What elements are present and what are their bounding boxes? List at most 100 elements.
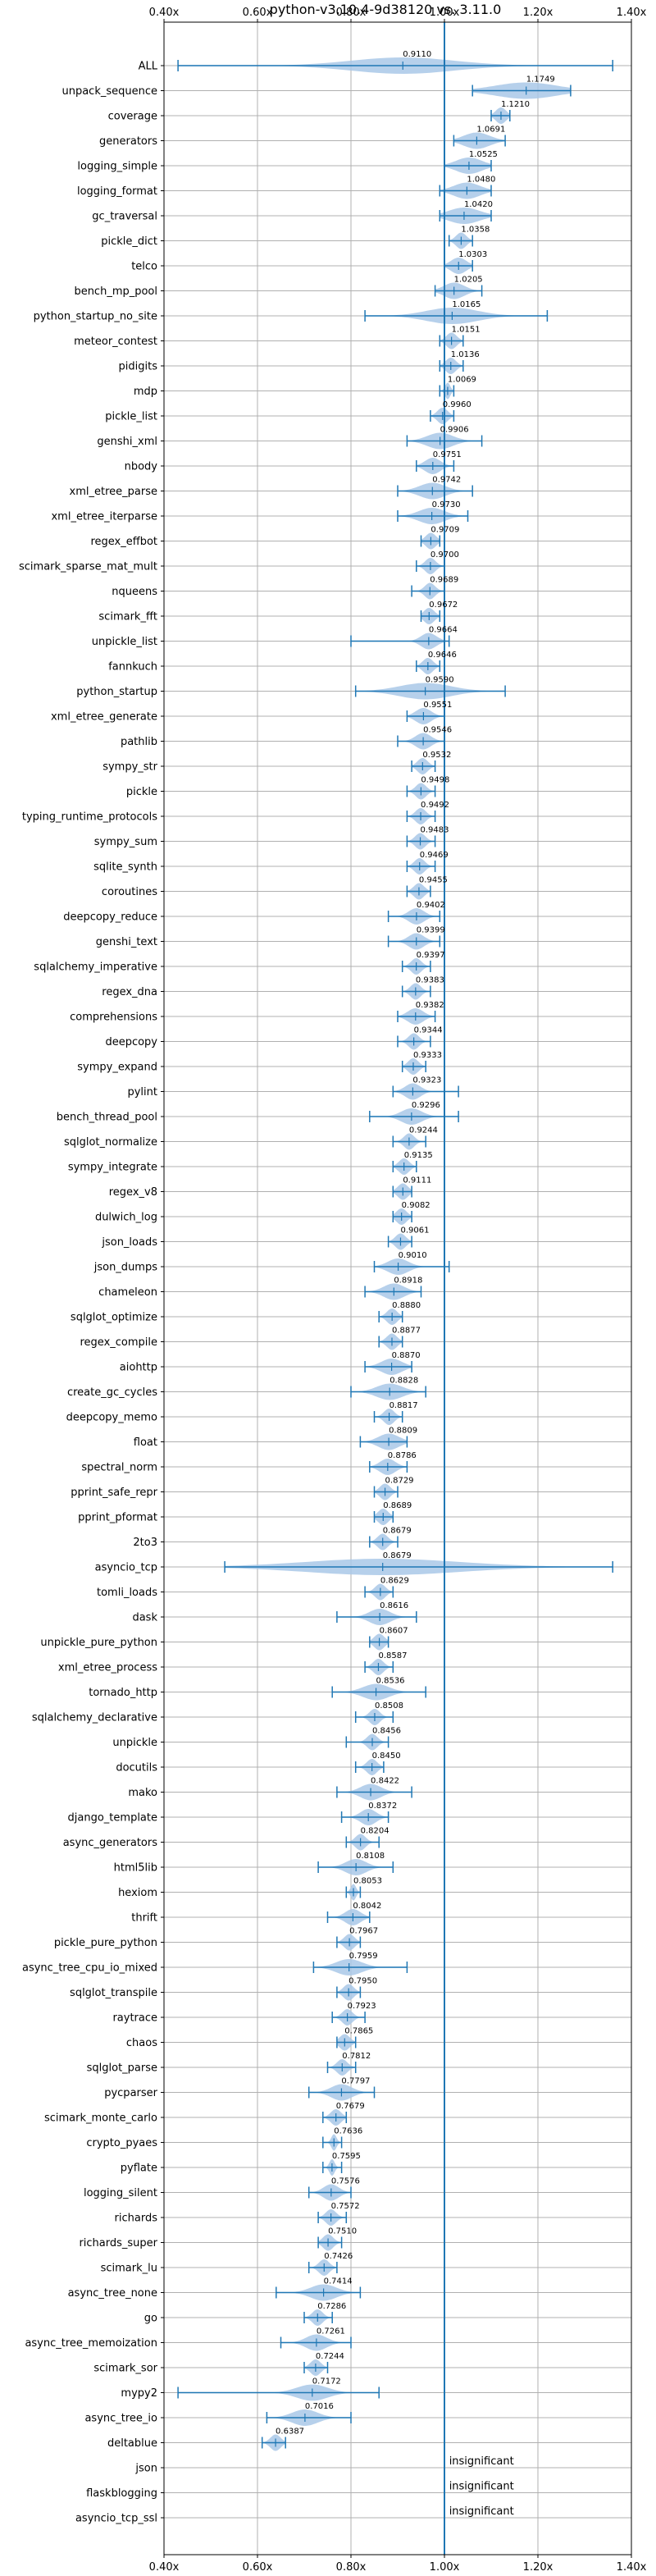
value-label-thrift: 0.8042 — [353, 1902, 381, 1911]
benchmark-labels: ALL unpack_sequence coverage generators logg… — [19, 61, 164, 2525]
value-label-coverage: 1.1210 — [501, 100, 530, 109]
value-label-pickle: 0.9498 — [421, 776, 449, 785]
benchmark-label-regex_dna: regex_dna — [102, 986, 157, 998]
value-label-logging_silent: 0.7576 — [331, 2177, 360, 2186]
value-label-sympy_integrate: 0.9135 — [404, 1151, 433, 1160]
value-label-deltablue: 0.6387 — [276, 2428, 304, 2437]
value-label-telco: 1.0303 — [458, 250, 487, 259]
value-label-pickle_pure_python: 0.7967 — [349, 1927, 378, 1936]
value-label-logging_simple: 1.0525 — [469, 150, 498, 159]
value-label-comprehensions: 0.9382 — [416, 1001, 444, 1010]
benchmark-label-scimark_sparse_mat_mult: scimark_sparse_mat_mult — [19, 561, 157, 573]
benchmark-label-async_generators: async_generators — [63, 1837, 158, 1849]
benchmark-label-pickle_list: pickle_list — [105, 411, 157, 423]
benchmark-label-regex_v8: regex_v8 — [109, 1186, 157, 1199]
value-label-typing_runtime_protocols: 0.9492 — [421, 801, 449, 810]
benchmark-label-logging_silent: logging_silent — [84, 2187, 157, 2199]
value-label-fannkuch: 0.9646 — [428, 651, 457, 660]
benchmark-label-xml_etree_process: xml_etree_process — [58, 1662, 157, 1674]
benchmark-label-xml_etree_parse: xml_etree_parse — [70, 486, 157, 498]
value-label-unpack_sequence: 1.1749 — [526, 75, 555, 84]
benchmark-label-genshi_xml: genshi_xml — [97, 436, 157, 448]
benchmark-label-sympy_expand: sympy_expand — [77, 1062, 157, 1074]
benchmark-label-deltablue: deltablue — [107, 2437, 157, 2450]
value-label-deepcopy_reduce: 0.9402 — [417, 901, 445, 910]
benchmark-label-create_gc_cycles: create_gc_cycles — [67, 1386, 157, 1399]
benchmark-label-html5lib: html5lib — [114, 1862, 157, 1875]
benchmark-label-sympy_integrate: sympy_integrate — [68, 1162, 157, 1174]
value-label-xml_etree_iterparse: 0.9730 — [432, 500, 461, 509]
benchmark-label-thrift: thrift — [131, 1912, 157, 1925]
value-label-mako: 0.8422 — [371, 1777, 399, 1786]
value-label-genshi_xml: 0.9906 — [440, 426, 469, 435]
benchmark-label-sqlite_synth: sqlite_synth — [93, 861, 157, 874]
x-tick-label-bottom: 0.40x — [149, 2561, 180, 2574]
benchmark-label-unpickle: unpickle — [112, 1737, 157, 1749]
value-label-genshi_text: 0.9399 — [417, 926, 445, 935]
benchmark-label-deepcopy: deepcopy — [105, 1036, 157, 1048]
x-tick-label-bottom: 0.80x — [336, 2561, 367, 2574]
benchmark-label-xml_etree_iterparse: xml_etree_iterparse — [51, 511, 157, 523]
benchmark-label-pprint_safe_repr: pprint_safe_repr — [71, 1487, 157, 1499]
x-tick-label-bottom: 1.00x — [430, 2561, 460, 2574]
benchmark-label-richards: richards — [115, 2213, 158, 2225]
insignificant-label: insignificant — [449, 2505, 514, 2518]
value-label-scimark_lu: 0.7426 — [324, 2252, 353, 2261]
value-label-json_loads: 0.9061 — [400, 1226, 429, 1235]
value-labels: 0.9110 1.1749 1.1210 1.0691 1.0525 1.0480 1.04… — [276, 50, 555, 2518]
benchmark-label-json_loads: json_loads — [101, 1236, 157, 1249]
benchmark-label-mdp: mdp — [134, 386, 157, 398]
value-label-scimark_monte_carlo: 0.7679 — [336, 2102, 365, 2111]
benchmark-label-sqlalchemy_imperative: sqlalchemy_imperative — [34, 961, 157, 974]
value-label-sympy_expand: 0.9333 — [413, 1051, 442, 1060]
benchmark-label-json_dumps: json_dumps — [93, 1262, 157, 1274]
value-label-xml_etree_parse: 0.9742 — [432, 476, 461, 485]
benchmark-label-sqlglot_transpile: sqlglot_transpile — [70, 1987, 157, 1999]
benchmark-label-sqlglot_normalize: sqlglot_normalize — [64, 1136, 157, 1149]
benchmark-label-pycparser: pycparser — [104, 2087, 157, 2099]
benchmark-label-coverage: coverage — [108, 111, 157, 123]
x-tick-label-top: 0.40x — [149, 7, 180, 19]
value-label-regex_dna: 0.9383 — [416, 976, 444, 985]
benchmark-label-pickle_pure_python: pickle_pure_python — [54, 1937, 157, 1949]
benchmark-label-dulwich_log: dulwich_log — [95, 1212, 157, 1224]
x-tick-label-bottom: 1.40x — [617, 2561, 647, 2574]
benchmark-label-gc_traversal: gc_traversal — [92, 211, 157, 223]
benchmark-label-dask: dask — [132, 1612, 157, 1624]
value-label-raytrace: 0.7923 — [348, 2002, 376, 2011]
benchmark-label-typing_runtime_protocols: typing_runtime_protocols — [22, 811, 157, 824]
value-label-regex_v8: 0.9111 — [403, 1176, 431, 1185]
benchmark-label-regex_effbot: regex_effbot — [90, 536, 157, 548]
value-label-pidigits: 1.0136 — [451, 350, 480, 359]
value-label-gc_traversal: 1.0420 — [464, 200, 493, 209]
value-label-mdp: 1.0069 — [448, 376, 476, 385]
value-label-pylint: 0.9323 — [412, 1076, 441, 1085]
value-label-chameleon: 0.8918 — [394, 1277, 422, 1286]
benchmark-label-json: json — [134, 2463, 157, 2475]
benchmark-label-go: go — [144, 2313, 157, 2325]
benchmark-label-bench_thread_pool: bench_thread_pool — [57, 1112, 157, 1124]
benchmark-label-sympy_str: sympy_str — [102, 761, 157, 774]
value-label-2to3: 0.8679 — [383, 1527, 412, 1536]
value-label-scimark_sor: 0.7244 — [316, 2352, 344, 2361]
benchmark-label-telco: telco — [131, 261, 157, 273]
value-label-sympy_str: 0.9532 — [422, 751, 451, 760]
value-label-xml_etree_generate: 0.9551 — [423, 701, 452, 710]
benchmark-label-unpickle_pure_python: unpickle_pure_python — [40, 1637, 157, 1649]
benchmark-label-crypto_pyaes: crypto_pyaes — [86, 2137, 157, 2149]
value-label-pickle_list: 0.9960 — [443, 400, 472, 409]
value-label-logging_format: 1.0480 — [467, 176, 495, 185]
benchmark-label-nbody: nbody — [125, 461, 158, 473]
value-label-django_template: 0.8372 — [368, 1802, 397, 1811]
benchmark-label-python_startup_no_site: python_startup_no_site — [34, 311, 157, 323]
benchmark-label-flaskblogging: flaskblogging — [86, 2487, 157, 2500]
value-label-html5lib: 0.8108 — [356, 1852, 385, 1861]
value-label-hexiom: 0.8053 — [353, 1877, 382, 1886]
value-label-go: 0.7286 — [317, 2302, 346, 2311]
benchmark-label-coroutines: coroutines — [102, 886, 157, 898]
benchmark-label-xml_etree_generate: xml_etree_generate — [51, 711, 157, 724]
benchmark-label-mako: mako — [128, 1787, 157, 1799]
value-label-asyncio_tcp: 0.8679 — [383, 1551, 412, 1560]
value-label-chaos: 0.7865 — [344, 2027, 373, 2036]
